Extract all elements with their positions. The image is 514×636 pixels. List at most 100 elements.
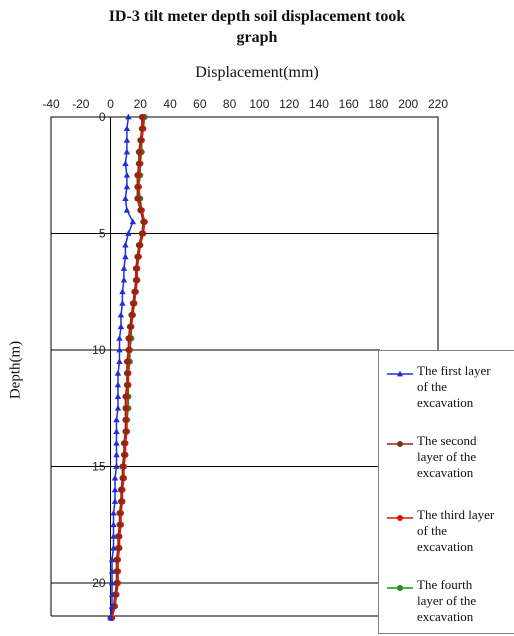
data-point <box>116 346 123 353</box>
y-tick-label: 20 <box>92 576 106 590</box>
x-tick-label: -20 <box>72 97 90 111</box>
data-point <box>140 218 147 225</box>
data-point <box>122 241 129 248</box>
data-point <box>117 498 124 505</box>
legend-label-line: The second <box>417 433 477 448</box>
x-tick-label: 20 <box>134 97 148 111</box>
x-tick-label: 160 <box>339 97 359 111</box>
data-point <box>113 463 120 469</box>
data-point <box>123 381 130 388</box>
data-point <box>123 125 131 132</box>
data-point <box>114 393 122 399</box>
legend-swatch-first-layer <box>387 370 413 377</box>
data-point <box>123 370 130 377</box>
chart-title: ID-3 tilt meter depth soil displacement … <box>0 6 514 48</box>
data-point <box>125 347 132 353</box>
legend-label-line: The third layer <box>417 507 495 522</box>
data-point <box>123 183 131 190</box>
data-point <box>123 136 131 143</box>
data-point <box>113 439 120 446</box>
data-point <box>116 334 123 341</box>
data-point <box>129 300 136 307</box>
data-point <box>111 486 119 493</box>
data-point <box>122 405 129 412</box>
data-point <box>114 369 122 376</box>
data-point <box>111 498 119 504</box>
legend-label-first-layer: The first layer of the excavation <box>417 363 514 411</box>
data-point <box>138 114 145 120</box>
x-tick-label: 40 <box>163 97 177 111</box>
legend-label-fourth-layer: The fourth layer of the excavation <box>417 577 514 625</box>
data-point <box>114 545 121 552</box>
x-tick-label: -40 <box>42 97 60 111</box>
y-tick-label: 10 <box>92 343 106 357</box>
data-point <box>125 335 132 342</box>
data-point <box>123 206 131 213</box>
series-1 <box>107 113 137 621</box>
legend-label-line: excavation <box>417 395 474 410</box>
data-point <box>123 358 130 365</box>
data-point <box>108 556 116 563</box>
legend-label-line: The first layer <box>417 363 491 378</box>
data-point <box>132 277 139 284</box>
legend-label-line: of the <box>417 523 447 538</box>
legend-swatch-marker <box>396 370 404 377</box>
data-point <box>117 323 125 330</box>
data-point <box>123 148 131 155</box>
data-point <box>125 113 132 120</box>
data-point <box>134 172 141 179</box>
x-tick-label: 120 <box>279 97 299 111</box>
data-point <box>116 521 123 528</box>
data-point <box>119 463 126 470</box>
data-point <box>108 567 116 574</box>
data-point <box>134 183 141 190</box>
data-point <box>135 242 142 249</box>
chart-title-line-2: graph <box>236 29 278 46</box>
data-point <box>134 253 141 260</box>
legend-swatch-marker <box>397 585 403 591</box>
data-point <box>113 428 120 434</box>
x-tick-label: 80 <box>223 97 237 111</box>
data-point <box>108 602 116 609</box>
legend-label-line: excavation <box>417 465 474 480</box>
y-tick-label: 15 <box>92 460 106 474</box>
data-point <box>122 393 129 400</box>
data-point <box>119 300 126 306</box>
data-point <box>117 311 125 318</box>
data-point <box>120 451 127 458</box>
data-point <box>110 544 117 551</box>
x-tick-label: 180 <box>368 97 388 111</box>
data-point <box>137 207 144 214</box>
data-point <box>108 579 116 586</box>
x-tick-label: 0 <box>107 97 114 111</box>
data-point <box>108 591 116 598</box>
legend-swatch-fourth-layer <box>387 585 413 591</box>
data-point <box>114 404 122 411</box>
data-point <box>113 580 120 586</box>
data-point <box>110 509 117 516</box>
chart-legend: The first layer of the excavation The se… <box>378 350 514 634</box>
legend-label-line: excavation <box>417 609 474 624</box>
x-tick-label: 220 <box>428 97 448 111</box>
data-point <box>132 265 139 272</box>
data-point <box>128 312 135 319</box>
data-point <box>113 451 120 458</box>
x-axis-label: Displacement(mm) <box>195 64 319 81</box>
data-point <box>116 510 123 517</box>
data-point <box>138 230 145 237</box>
data-point <box>135 160 142 167</box>
data-point <box>113 556 120 563</box>
legend-label-second-layer: The second layer of the excavation <box>417 433 514 481</box>
data-point <box>110 533 117 539</box>
legend-label-third-layer: The third layer of the excavation <box>417 507 514 555</box>
data-point <box>122 416 129 423</box>
data-point <box>119 288 126 295</box>
data-point <box>137 137 144 144</box>
series-3 <box>109 114 148 621</box>
data-point <box>122 160 129 166</box>
legend-swatch-third-layer <box>387 515 413 521</box>
data-point <box>117 486 124 493</box>
legend-label-line: layer of the <box>417 593 477 608</box>
x-tick-label: 100 <box>249 97 269 111</box>
data-point <box>110 521 117 528</box>
